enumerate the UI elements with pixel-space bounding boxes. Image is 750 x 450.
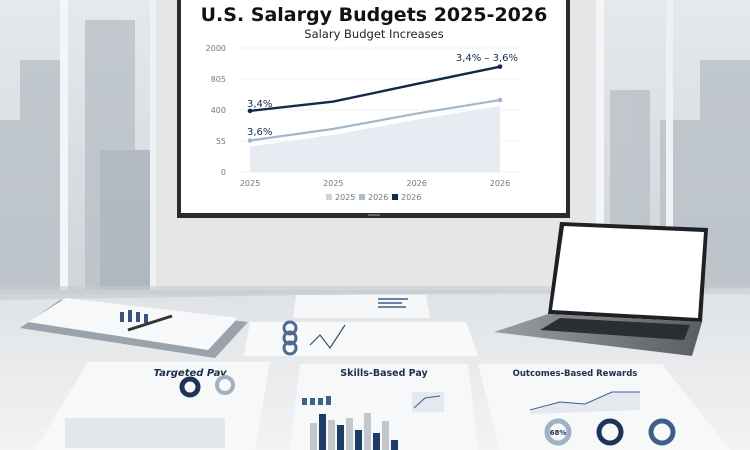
x-tick-label: 2026 xyxy=(490,179,510,188)
data-point xyxy=(247,108,253,114)
laptop xyxy=(494,222,708,356)
legend-swatch xyxy=(359,194,365,200)
skills-based-pay-title: Skills-Based Pay xyxy=(340,368,428,379)
legend-label: 2025 xyxy=(335,193,355,202)
report-papers-center xyxy=(244,295,478,356)
y-tick-label: 0 xyxy=(221,168,226,177)
series-line-0 xyxy=(249,65,501,113)
area-fill xyxy=(250,106,500,172)
legend-label: 2026 xyxy=(401,193,421,202)
y-tick-label: 805 xyxy=(211,75,226,84)
tv-monitor xyxy=(177,0,570,218)
chart-subtitle: Salary Budget Increases xyxy=(304,27,443,41)
document-skills-based-pay: Skills-Based Pay xyxy=(290,364,478,450)
legend-label: 2026 xyxy=(368,193,388,202)
chart-title: U.S. Salargy Budgets 2025-2026 xyxy=(201,4,548,26)
donut-label: 68% xyxy=(550,429,567,437)
x-tick-label: 2025 xyxy=(323,179,343,188)
annotation-light-start: 3,6% xyxy=(247,127,272,138)
y-tick-label: 400 xyxy=(211,106,226,115)
legend-swatch xyxy=(326,194,332,200)
annotation-range: 3,4% – 3,6% xyxy=(456,53,518,64)
document-outcomes-based-rewards: Outcomes-Based Rewards 68% xyxy=(478,364,730,450)
series-line-1 xyxy=(249,98,501,142)
x-tick-label: 2026 xyxy=(406,179,426,188)
y-tick-label: 55 xyxy=(216,137,226,146)
salary-chart: U.S. Salargy Budgets 2025-2026 Salary Bu… xyxy=(201,4,548,202)
data-point xyxy=(497,64,503,69)
data-point xyxy=(497,97,503,103)
y-tick-label: 2000 xyxy=(206,44,226,53)
document-targeted-pay: Targeted Pay xyxy=(35,362,270,450)
outcomes-based-rewards-title: Outcomes-Based Rewards xyxy=(513,369,638,379)
data-point xyxy=(247,138,253,143)
legend-swatch xyxy=(392,194,398,200)
clipboard-document xyxy=(20,298,248,358)
x-tick-label: 2025 xyxy=(240,179,260,188)
annotation-dark-start: 3,4% xyxy=(247,99,272,110)
targeted-pay-title: Targeted Pay xyxy=(153,368,227,379)
